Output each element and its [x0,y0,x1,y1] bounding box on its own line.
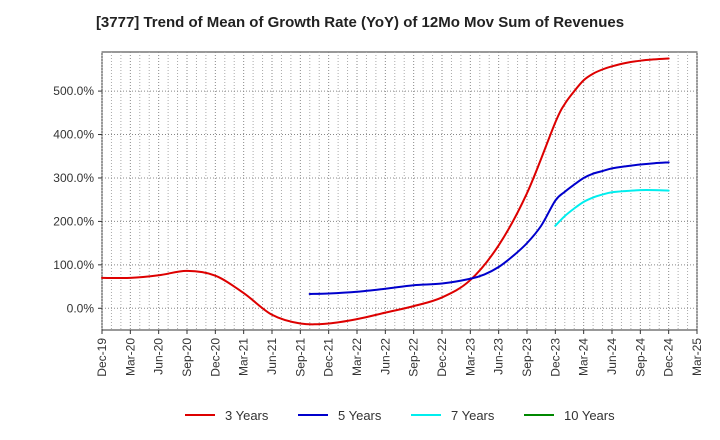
legend-label-3-years: 3 Years [225,408,269,423]
x-tick-label: Mar-24 [577,338,591,376]
x-tick-label: Jun-24 [605,338,619,375]
x-tick-label: Sep-23 [520,338,534,377]
legend-label-10-years: 10 Years [564,408,615,423]
x-tick-label: Mar-21 [237,338,251,376]
x-tick-label: Jun-20 [152,338,166,375]
series-line-3-years [101,57,670,326]
y-tick-label: 400.0% [53,128,94,142]
y-tick-label: 500.0% [53,84,94,98]
y-tick-label: 300.0% [53,171,94,185]
x-tick-label: Jun-21 [265,338,279,375]
x-tick-label: Sep-24 [633,338,647,377]
x-tick-label: Dec-19 [95,338,109,377]
x-tick-label: Dec-21 [322,338,336,377]
legend-label-7-years: 7 Years [451,408,495,423]
series-line-7-years [554,189,670,227]
legend-label-5-years: 5 Years [338,408,382,423]
y-tick-label: 0.0% [67,301,95,315]
x-tick-label: Dec-23 [548,338,562,377]
chart-title: [3777] Trend of Mean of Growth Rate (YoY… [95,14,625,31]
x-tick-label: Dec-22 [435,338,449,377]
x-tick-label: Mar-22 [350,338,364,376]
x-tick-label: Jun-23 [492,338,506,375]
x-tick-label: Sep-21 [293,338,307,377]
plot-area [101,51,698,331]
x-tick-label: Dec-24 [662,338,676,377]
y-tick-label: 100.0% [53,258,94,272]
x-tick-label: Mar-25 [690,338,704,376]
x-tick-label: Dec-20 [208,338,222,377]
y-tick-label: 200.0% [53,214,94,228]
x-tick-label: Mar-23 [463,338,477,376]
x-tick-label: Mar-20 [123,338,137,376]
x-tick-label: Sep-20 [180,338,194,377]
series-line-5-years [308,161,670,295]
x-tick-label: Jun-22 [378,338,392,375]
x-tick-label: Sep-22 [407,338,421,377]
